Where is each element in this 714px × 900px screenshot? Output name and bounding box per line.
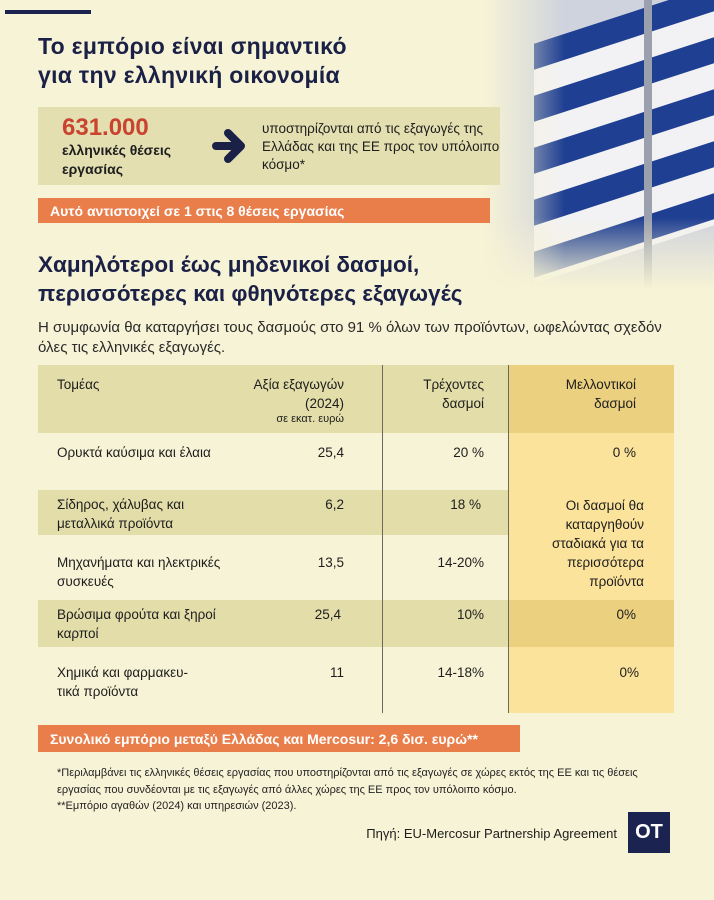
section-intro: Η συμφωνία θα καταργήσει τους δασμούς στ… [38, 319, 662, 356]
future-band-bg [508, 600, 674, 647]
ot-logo: OT [628, 812, 670, 853]
title-line-2: για την ελληνική οικονομία [38, 62, 340, 88]
table-row: Μηχανήματα και ηλεκτρικές συσκευές 13,5 … [38, 535, 674, 600]
header-sector: Τομέας [57, 377, 100, 392]
section-title: Χαμηλότεροι έως μηδενικοί δασμοί, περισσό… [38, 250, 462, 308]
jobs-ratio-banner: Αυτό αντιστοιχεί σε 1 στις 8 θέσεις εργα… [38, 198, 490, 223]
cell-current: 14-20% [437, 555, 484, 570]
cell-current: 10% [456, 607, 484, 622]
merged-future-cell: Οι δασμοί θα καταργηθούν σταδιακά για τα… [552, 498, 644, 589]
page-title: Το εμπόριο είναι σημαντικό για την ελληνι… [38, 32, 347, 90]
table-row: Χημικά και φαρμακευ-τικά προϊόντα 11 14-… [38, 647, 674, 713]
cell-exports: 13,5 [317, 555, 344, 570]
cell-current: 14-18% [437, 665, 484, 680]
cell-future: 0% [619, 665, 639, 680]
footnotes: *Περιλαμβάνει τις ελληνικές θέσεις εργασ… [57, 765, 657, 815]
header-exports-label: Αξία εξαγωγών (2024) [253, 377, 344, 411]
greek-flags-image [484, 0, 714, 290]
table-header-right: Τρέχοντες δασμοί Μελλοντικοί δασμοί [38, 365, 674, 433]
cell-sector: Σίδηρος, χάλυβας και μεταλλικά προϊόντα [57, 497, 185, 531]
jobs-number-label: ελληνικές θέσεις εργασίας [62, 142, 172, 177]
cell-exports: 6,2 [325, 497, 344, 512]
section-title-line-1: Χαμηλότεροι έως μηδενικοί δασμοί, [38, 252, 420, 277]
header-exports-unit: σε εκατ. ευρώ [276, 413, 344, 425]
arrow-right-icon [212, 129, 245, 163]
section-title-line-2: περισσότερες και φθηνότερες εξαγωγές [38, 281, 463, 306]
footnote-1: *Περιλαμβάνει τις ελληνικές θέσεις εργασ… [57, 767, 638, 796]
total-trade-banner: Συνολικό εμπόριο μεταξύ Ελλάδας και Merc… [38, 725, 520, 752]
cell-future: 0 % [612, 445, 636, 460]
column-divider [508, 365, 509, 713]
tariffs-table: Τομέας Αξία εξαγωγών (2024) σε εκατ. ευρώ… [38, 365, 674, 713]
cell-exports: 25,4 [314, 607, 341, 622]
top-accent-line [5, 10, 91, 14]
column-divider [382, 365, 383, 713]
cell-sector: Βρώσιμα φρούτα και ξηροί καρποί [57, 607, 216, 641]
cell-sector: Ορυκτά καύσιμα και έλαια [57, 445, 211, 460]
title-line-1: Το εμπόριο είναι σημαντικό [38, 33, 347, 59]
cell-sector: Χημικά και φαρμακευ-τικά προϊόντα [57, 665, 189, 699]
cell-future: 0% [616, 607, 636, 622]
cell-exports: 25,4 [317, 445, 344, 460]
footnote-2: **Εμπόριο αγαθών (2024) και υπηρεσιών (2… [57, 800, 297, 812]
cell-exports: 11 [329, 665, 344, 680]
source-text: Πηγή: EU-Mercosur Partnership Agreement [366, 826, 617, 841]
jobs-highlight-box [38, 107, 500, 185]
cell-sector: Μηχανήματα και ηλεκτρικές συσκευές [57, 555, 221, 589]
header-exports: Αξία εξαγωγών (2024) σε εκατ. ευρώ [224, 375, 344, 425]
table-row: Ορυκτά καύσιμα και έλαια 25,4 20 % 0 % [38, 433, 674, 490]
future-header-bg [508, 365, 674, 433]
header-current: Τρέχοντες δασμοί [423, 377, 484, 411]
cell-current: 18 % [450, 497, 481, 512]
table-row: Βρώσιμα φρούτα και ξηροί καρποί 25,4 10%… [38, 600, 674, 647]
table-row: Σίδηρος, χάλυβας και μεταλλικά προϊόντα … [38, 490, 674, 535]
cell-current: 20 % [453, 445, 484, 460]
header-future: Μελλοντικοί δασμοί [565, 377, 636, 411]
jobs-number: 631.000 [62, 114, 149, 141]
jobs-description: υποστηρίζονται από τις εξαγωγές της Ελλά… [262, 121, 500, 172]
